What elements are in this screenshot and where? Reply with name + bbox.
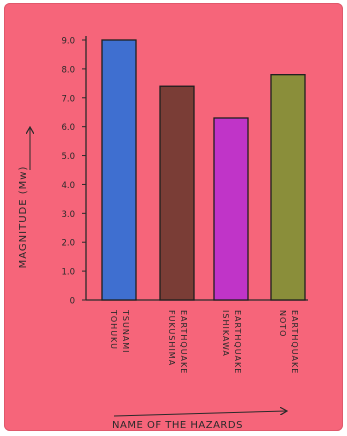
category-label: TOHUKU [109,309,118,350]
y-tick-label: 1.0 [61,268,75,278]
category-label: EARTHQUAKE [179,310,188,374]
y-tick-label: 5.0 [61,152,75,162]
bar [159,85,195,301]
y-tick-label: 7.0 [61,94,75,104]
category-label: NOTO [278,310,287,337]
category-label: FUKUSHIMA [167,310,176,366]
category-label: TSUNAMI [121,309,130,354]
x-axis-label: NAME OF THE HAZARDS [112,420,243,431]
y-tick-label: 8.0 [61,65,75,75]
bar [270,74,306,301]
y-tick-label: 2.0 [61,239,75,249]
y-tick-label: 6.0 [61,123,75,133]
y-tick-label: 3.0 [61,210,75,220]
category-labels: TOHUKU TSUNAMI FUKUSHIMA EARTHQUAKE ISHIKAWA… [109,309,299,374]
y-tick-label: 4.0 [61,181,75,191]
category-label: ISHIKAWA [221,310,230,357]
y-ticks: 0 1.0 2.0 3.0 4.0 5.0 6.0 7.0 8.0 9.0 [61,37,86,307]
category-label: EARTHQUAKE [290,310,299,374]
bar [213,117,249,301]
y-tick-label: 0 [70,297,75,307]
bars [101,39,306,301]
x-label-arrow [113,411,286,417]
y-axis-label: MAGNITUDE (Mw) [18,166,29,269]
y-tick-label: 9.0 [61,37,75,47]
category-label: EARTHQUAKE [233,310,242,374]
bar [101,39,137,301]
